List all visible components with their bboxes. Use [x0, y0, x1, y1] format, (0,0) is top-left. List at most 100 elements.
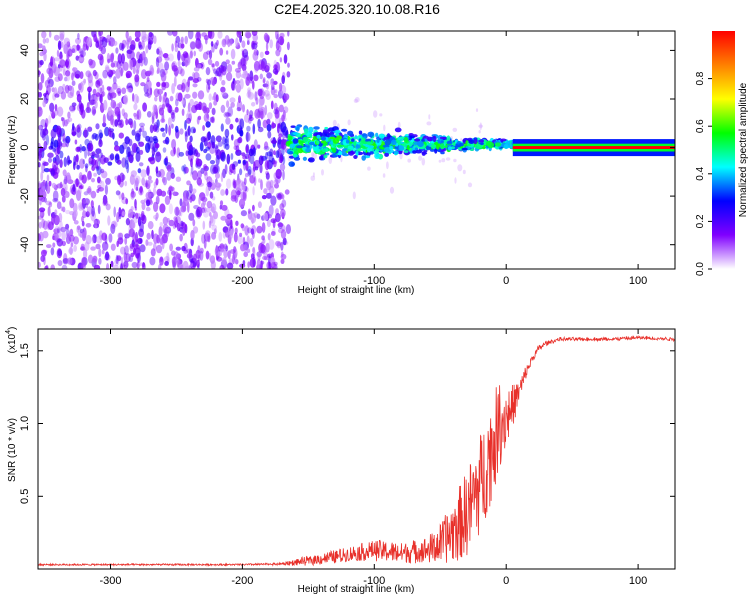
noise-speck	[270, 87, 276, 96]
noise-speck	[110, 114, 114, 126]
noise-speck	[131, 129, 136, 136]
noise-speck	[178, 151, 185, 157]
spectrogram-x-axis-label: Height of straight line (km)	[298, 285, 415, 296]
noise-speck	[83, 36, 87, 48]
noise-speck	[257, 118, 261, 129]
noise-speck	[226, 63, 233, 74]
x-tick-label: 0	[503, 575, 509, 587]
noise-speck	[211, 107, 216, 116]
noise-speck	[235, 145, 240, 153]
noise-speck	[245, 145, 249, 153]
noise-speck	[73, 209, 78, 218]
noise-speck	[156, 48, 160, 55]
noise-speck	[125, 31, 129, 39]
signal-speck	[506, 141, 511, 145]
noise-speck	[237, 136, 243, 144]
noise-speck	[269, 39, 274, 49]
noise-speck	[203, 207, 207, 213]
noise-speck	[279, 57, 283, 63]
noise-speck	[179, 128, 184, 135]
noise-speck	[269, 179, 274, 189]
noise-speck	[203, 136, 208, 142]
noise-speck	[118, 101, 123, 109]
signal-speck	[406, 144, 410, 151]
x-tick-label: -100	[363, 275, 385, 287]
signal-speck	[292, 132, 299, 136]
noise-speck	[69, 246, 73, 256]
x-tick-label: -200	[231, 575, 253, 587]
noise-speck	[121, 174, 126, 181]
signal-speck	[336, 135, 342, 140]
noise-speck	[84, 241, 90, 251]
signal-speck	[369, 151, 374, 155]
noise-speck	[121, 192, 125, 201]
noise-speck	[151, 229, 154, 240]
noise-speck	[64, 76, 68, 82]
noise-speck	[247, 169, 252, 177]
noise-speck	[203, 113, 210, 122]
noise-speck	[240, 56, 246, 67]
noise-speck	[215, 154, 220, 166]
noise-speck	[233, 139, 240, 148]
noise-speck	[190, 229, 195, 240]
noise-speck	[220, 189, 226, 196]
noise-speck	[134, 231, 138, 243]
signal-speck	[394, 127, 402, 133]
noise-speck	[48, 78, 54, 88]
noise-speck	[199, 141, 204, 152]
noise-speck	[166, 164, 172, 172]
noise-speck	[58, 212, 63, 223]
noise-speck	[205, 230, 211, 237]
noise-speck	[126, 162, 130, 174]
noise-speck	[226, 72, 233, 82]
noise-speck	[137, 58, 141, 64]
noise-speck	[164, 61, 170, 71]
noise-speck	[71, 72, 74, 81]
noise-speck	[166, 252, 170, 261]
noise-speck	[105, 251, 110, 261]
noise-speck	[91, 105, 97, 116]
noise-speck	[134, 74, 140, 83]
noise-speck	[72, 183, 76, 192]
noise-speck	[60, 187, 66, 197]
noise-speck	[38, 142, 41, 148]
noise-speck	[223, 249, 229, 258]
noise-speck	[87, 71, 91, 79]
noise-speck	[246, 109, 249, 116]
noise-speck	[242, 244, 248, 252]
noise-speck	[54, 209, 58, 216]
noise-speck	[61, 240, 66, 247]
spectrogram-y-ticks: -40 -20 0 20 40	[19, 44, 675, 253]
noise-speck	[273, 160, 277, 168]
noise-speck	[285, 224, 291, 235]
noise-speck	[81, 220, 85, 227]
noise-speck	[107, 161, 113, 166]
noise-speck	[268, 185, 275, 195]
noise-speck	[65, 209, 71, 215]
noise-speck	[38, 221, 42, 229]
noise-speck	[240, 210, 247, 217]
noise-speck	[244, 31, 251, 39]
noise-speck	[125, 118, 129, 126]
noise-speck	[157, 62, 164, 73]
noise-speck	[164, 56, 170, 61]
noise-speck	[280, 258, 285, 264]
noise-speck	[213, 164, 219, 174]
noise-speck	[135, 186, 139, 191]
noise-speck	[275, 150, 280, 159]
signal-speck	[376, 137, 380, 144]
noise-speck	[43, 197, 47, 203]
noise-speck	[273, 93, 279, 99]
signal-speck	[330, 134, 336, 138]
noise-speck	[155, 244, 163, 254]
noise-speck	[173, 146, 176, 155]
noise-speck	[135, 69, 140, 75]
noise-speck	[69, 198, 75, 209]
noise-speck	[87, 150, 90, 157]
noise-speck	[253, 48, 258, 56]
noise-speck	[242, 190, 247, 202]
noise-speck	[220, 172, 224, 183]
noise-speck	[45, 200, 52, 206]
noise-speck	[158, 94, 162, 103]
noise-speck	[189, 98, 194, 107]
